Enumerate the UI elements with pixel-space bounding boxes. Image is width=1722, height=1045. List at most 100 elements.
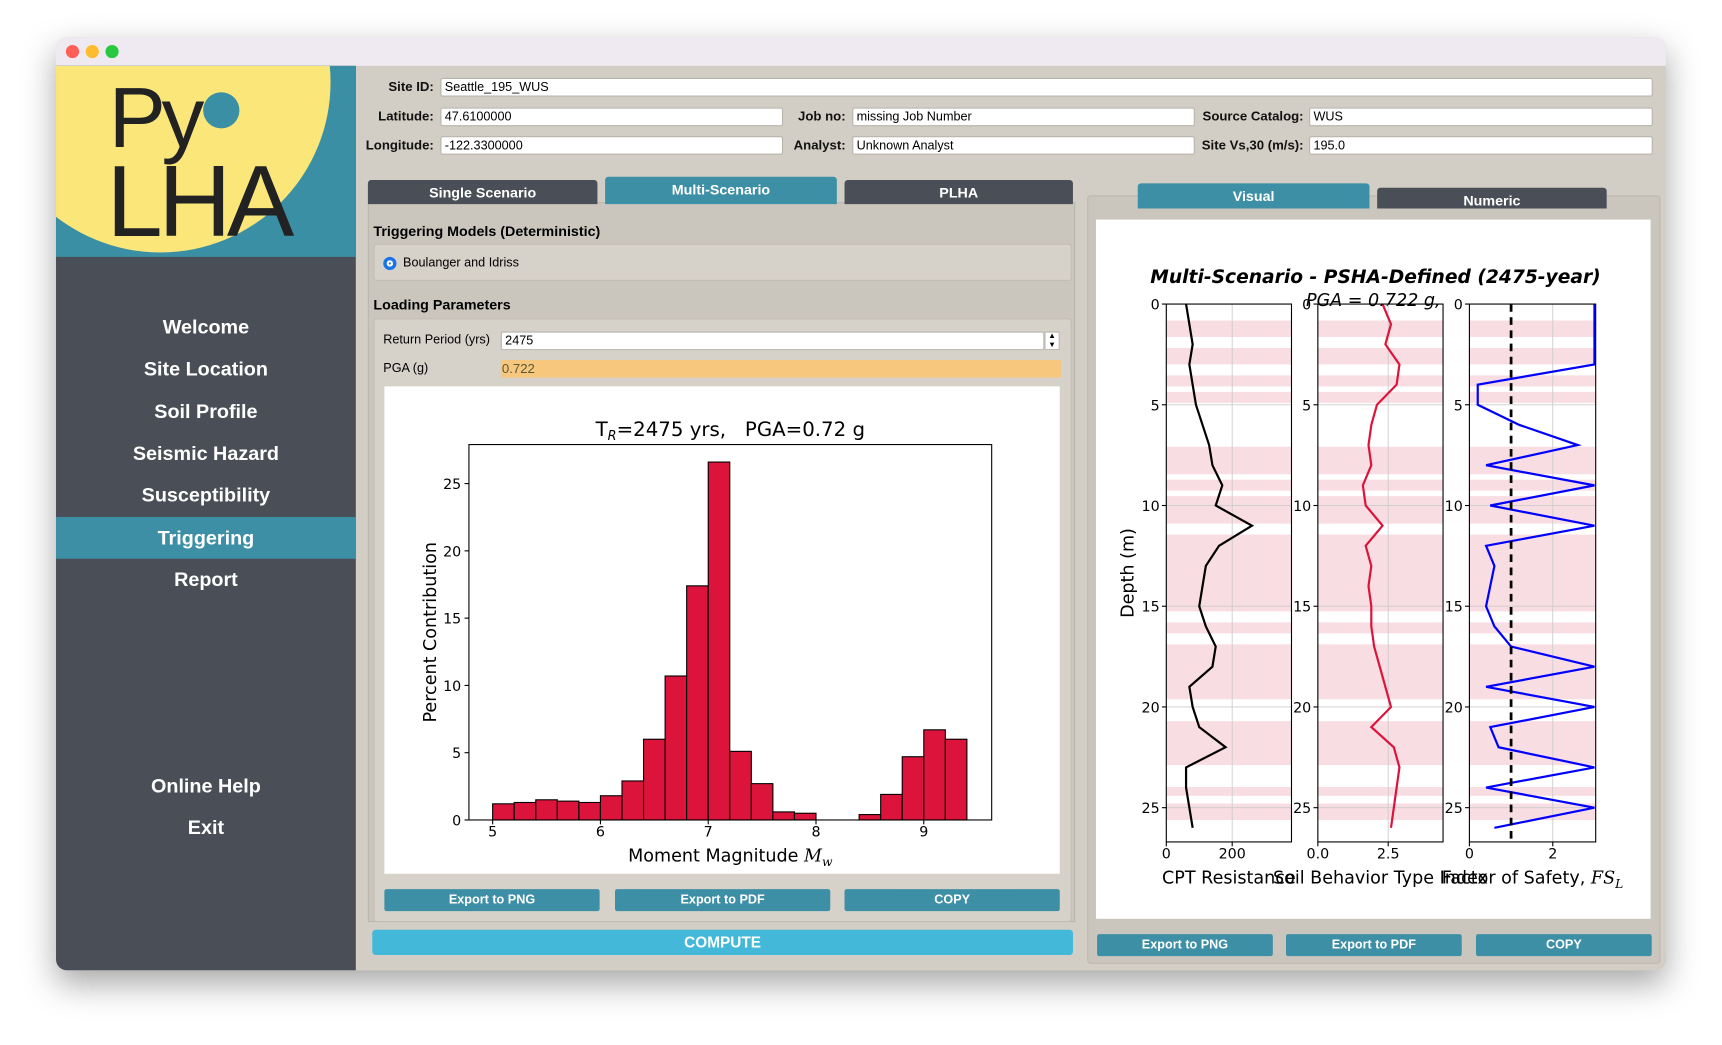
text-part: L <box>1614 877 1623 891</box>
layer-band <box>1317 721 1444 766</box>
layer-band <box>1469 479 1596 491</box>
nav-item[interactable]: Online Help <box>150 774 261 797</box>
label: Analyst: <box>793 137 846 153</box>
layer-band <box>1469 721 1596 766</box>
bar <box>901 756 925 821</box>
layer-band <box>1317 479 1444 491</box>
spinner-arrows[interactable]: ▲ ▼ <box>1044 331 1060 351</box>
y-tick-label: 25 <box>1142 801 1160 817</box>
text-field[interactable]: -122.3300000 <box>440 136 784 155</box>
y-tick-label: 20 <box>1445 700 1463 716</box>
nav-item[interactable]: Site Location <box>143 358 268 381</box>
tab[interactable]: Multi-Scenario <box>605 176 837 205</box>
spin-box[interactable]: 2475 <box>500 331 1045 351</box>
y-tick-label: 5 <box>1302 398 1311 414</box>
text-field[interactable]: WUS <box>1309 107 1653 127</box>
layer-band <box>1317 787 1444 796</box>
layer-band <box>1166 721 1292 766</box>
bar <box>793 812 817 821</box>
text-part: FS <box>1590 869 1615 889</box>
label: Source Catalog: <box>1202 108 1304 125</box>
tab[interactable]: Numeric <box>1377 187 1607 209</box>
x-axis-label: Moment Magnitude Mw <box>628 847 833 869</box>
radio-label: Boulanger and Idriss <box>403 256 519 271</box>
bar <box>621 780 645 821</box>
axes-frame <box>1317 303 1444 843</box>
button[interactable]: COPY <box>844 889 1060 912</box>
layer-band <box>1469 391 1596 403</box>
y-tick-label: 15 <box>443 612 461 628</box>
bar <box>599 795 623 821</box>
bar <box>707 461 731 821</box>
nav-item[interactable]: Exit <box>187 816 225 839</box>
pga-field: 0.722 <box>500 360 1061 378</box>
y-tick-label: 0 <box>452 813 461 829</box>
layer-band <box>1469 644 1596 700</box>
tab[interactable]: PLHA <box>844 180 1073 205</box>
axes-frame <box>1165 303 1293 843</box>
label: Longitude: <box>365 137 434 153</box>
layer-band <box>1469 320 1596 337</box>
chart-title: Multi-Scenario - PSHA-Defined (2475-year… <box>1150 267 1600 288</box>
layer-band <box>1166 479 1292 491</box>
nav-item[interactable]: Report <box>174 568 238 591</box>
text-part: M <box>803 847 823 867</box>
x-tick-label: 2.5 <box>1377 846 1400 862</box>
tab[interactable]: Visual <box>1137 183 1370 209</box>
y-tick-label: 10 <box>1293 499 1311 515</box>
layer-band <box>1469 534 1596 612</box>
logo-text: LHA <box>106 145 295 257</box>
x-tick-label: 0 <box>1162 846 1171 862</box>
x-axis-label: Soil Behavior Type Index <box>1273 869 1488 889</box>
button[interactable]: COPY <box>1475 934 1652 957</box>
x-tick-label: 0.0 <box>1307 846 1330 862</box>
layer-band <box>1166 534 1292 612</box>
profile-line <box>1476 304 1596 829</box>
button[interactable]: Export to PNG <box>384 889 600 912</box>
tab[interactable]: Single Scenario <box>367 180 598 205</box>
nav-item[interactable]: Seismic Hazard <box>132 442 279 465</box>
y-tick-label: 15 <box>1142 600 1160 616</box>
y-tick-label: 15 <box>1445 600 1463 616</box>
minimize-button[interactable] <box>85 45 99 59</box>
nav-item[interactable]: Welcome <box>162 316 250 339</box>
close-button[interactable] <box>65 45 80 59</box>
layer-band <box>1166 496 1292 524</box>
y-tick-label: 25 <box>1293 801 1311 817</box>
button[interactable]: Export to PDF <box>614 889 831 912</box>
y-tick-label: 0 <box>1302 298 1311 314</box>
bar <box>750 783 774 821</box>
text-field[interactable]: Unknown Analyst <box>852 136 1195 155</box>
layer-band <box>1317 622 1444 634</box>
bar <box>642 738 666 821</box>
y-tick-label: 20 <box>1142 700 1160 716</box>
axes-frame <box>1468 303 1597 843</box>
layer-band <box>1317 391 1444 403</box>
radio-button[interactable] <box>383 256 397 271</box>
layer-band <box>1469 347 1596 365</box>
label: Job no: <box>798 108 846 125</box>
text-field[interactable]: 47.6100000 <box>440 107 784 127</box>
bar <box>923 729 946 821</box>
y-tick-label: 15 <box>1293 600 1311 616</box>
x-tick-label: 7 <box>704 824 713 840</box>
button[interactable]: Export to PNG <box>1097 934 1273 957</box>
text-field[interactable]: missing Job Number <box>852 107 1195 127</box>
nav-item[interactable]: Triggering <box>56 516 356 559</box>
text-field[interactable]: Seattle_195_WUS <box>440 77 1653 97</box>
zoom-button[interactable] <box>105 45 119 59</box>
compute-button[interactable]: COMPUTE <box>372 929 1073 955</box>
text-part: Moment Magnitude <box>628 847 804 867</box>
layer-band <box>1317 534 1444 612</box>
bar <box>686 585 709 821</box>
nav-item[interactable]: Soil Profile <box>154 400 258 423</box>
text-field[interactable]: 195.0 <box>1309 136 1653 155</box>
button[interactable]: Export to PDF <box>1286 934 1462 957</box>
nav-item[interactable]: Susceptibility <box>141 484 271 507</box>
label: Return Period (yrs) <box>383 333 490 347</box>
y-axis-label: Percent Contribution <box>421 542 441 723</box>
text-part: Factor of Safety, <box>1442 869 1591 889</box>
layer-band <box>1166 347 1292 365</box>
